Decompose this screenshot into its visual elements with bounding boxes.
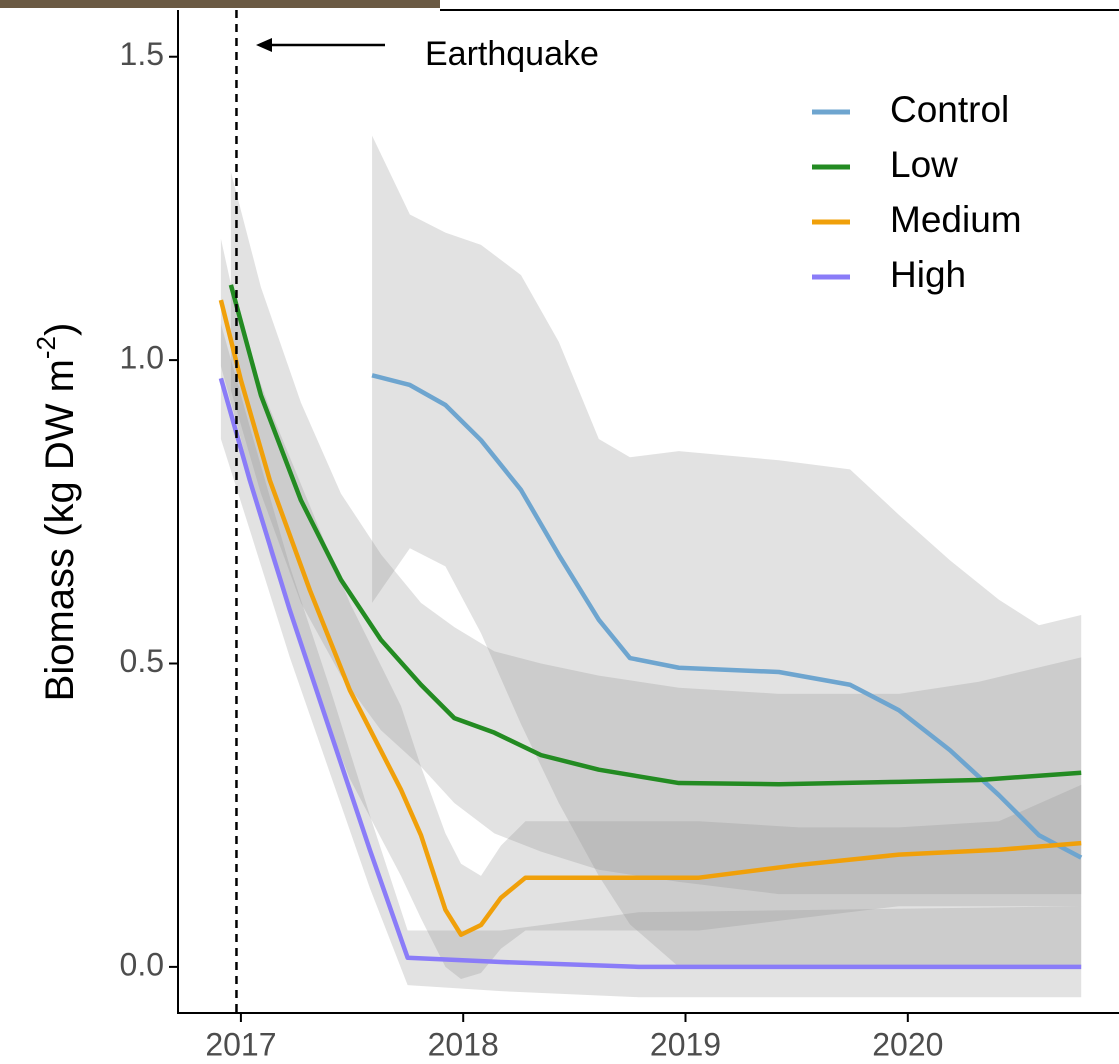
arrow-head [256,38,272,52]
series-line [218,299,1082,937]
y-axis-label: Biomass (kg DW m-2) [31,323,82,702]
confidence-band [220,323,1082,998]
y-label-main: Biomass (kg DW m [38,359,82,701]
legend-label: Medium [890,199,1022,240]
series-line [228,284,1082,787]
legend-label: Low [890,144,958,185]
y-label-end: ) [38,323,82,336]
x-tick-label: 2017 [205,1026,276,1062]
x-tick-label: 2019 [650,1026,721,1062]
y-label-sup: -2 [31,336,61,359]
series-line [371,373,1083,860]
confidence-band [220,238,1082,980]
y-tick-label: 0.0 [120,946,164,982]
y-tick-label: 0.5 [120,643,164,679]
y-tick-label: 1.5 [120,36,164,72]
x-tick-label: 2020 [872,1026,943,1062]
legend-label: Control [890,89,1009,130]
y-tick-label: 1.0 [120,340,164,376]
legend-label: High [890,254,966,295]
lines [218,284,1083,970]
x-tick-label: 2018 [428,1026,499,1062]
confidence-band [230,172,1082,895]
series-line [218,377,1082,970]
annotation-text: Earthquake [425,35,599,73]
photo-strip [0,0,440,8]
